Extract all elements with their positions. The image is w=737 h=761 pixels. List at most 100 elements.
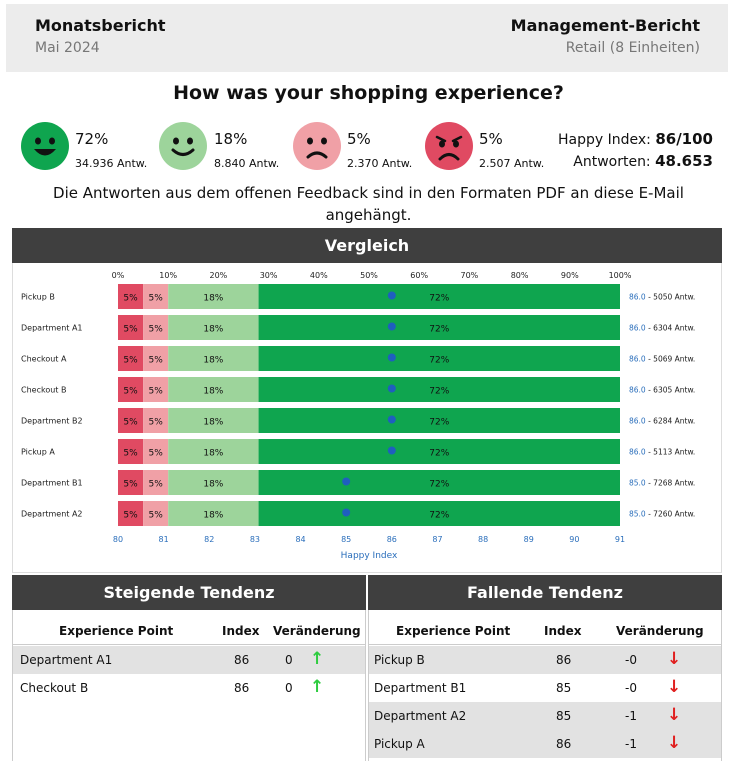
very-happy-percent: 72% (75, 130, 109, 148)
bottom-axis-tick-label: 80 (113, 535, 123, 544)
happy-index-value: 86/100 (655, 130, 713, 148)
answers-label: Antworten: (573, 154, 651, 170)
category-label: Checkout A (21, 355, 67, 364)
bottom-axis-tick-label: 89 (524, 535, 534, 544)
data-label: 18% (203, 387, 223, 397)
report-header: Monatsbericht Mai 2024 Management-Berich… (6, 4, 728, 72)
data-label: 5% (123, 325, 138, 335)
answers-value: 48.653 (655, 152, 713, 170)
rising-col-index: Index (222, 624, 260, 638)
data-label: 5% (149, 294, 164, 304)
bar-segment (143, 377, 169, 402)
data-label: 5% (123, 294, 138, 304)
bottom-axis-tick-label: 84 (295, 535, 305, 544)
data-label: 5% (123, 449, 138, 459)
sad-face-icon (293, 122, 341, 170)
row-index: 86 (234, 653, 250, 667)
row-change: -1 (625, 737, 637, 751)
data-label: 5% (123, 387, 138, 397)
falling-table: Experience Point Index Veränderung Picku… (368, 610, 722, 761)
rising-col-change: Veränderung (273, 624, 361, 638)
data-label: 5% (123, 480, 138, 490)
survey-question: How was your shopping experience? (173, 82, 564, 104)
data-label: 5% (149, 511, 164, 521)
bottom-axis-tick-label: 82 (204, 535, 214, 544)
row-index: 85 (556, 709, 572, 723)
data-label: 72% (429, 418, 449, 428)
bar-segment (258, 377, 620, 402)
top-axis-tick-label: 30% (260, 271, 278, 280)
index-value-label: 85.0 (629, 479, 648, 488)
bar-segment (168, 439, 259, 464)
data-label: 18% (203, 325, 223, 335)
bar-segment (118, 346, 144, 371)
index-value-label: 86.0 (629, 417, 648, 426)
bar-segment (168, 501, 259, 526)
index-answers-label: 86.0 - 5069 Antw. (629, 355, 695, 364)
bar-segment (258, 501, 620, 526)
row-index: 86 (556, 653, 572, 667)
very-sad-count: 2.507 Antw. (479, 157, 545, 170)
bar-segment (168, 408, 259, 433)
index-answers-label: 85.0 - 7268 Antw. (629, 479, 695, 488)
report-type: Management-Bericht (510, 16, 700, 35)
bottom-axis-tick-label: 83 (250, 535, 260, 544)
row-index: 85 (556, 681, 572, 695)
data-label: 72% (429, 294, 449, 304)
answers-count-label: - 6284 Antw. (648, 417, 695, 426)
data-label: 5% (149, 480, 164, 490)
bottom-axis-tick-label: 91 (615, 535, 625, 544)
data-label: 18% (203, 356, 223, 366)
data-label: 5% (123, 418, 138, 428)
comparison-chart-svg: 0% 10% 20% 30% 40% 50% 60% 70% 80% 90% 100% Pickup … (21, 271, 695, 561)
row-name: Pickup B (374, 653, 425, 667)
bar-segment (258, 284, 620, 309)
happy-index-label: Happy Index: (558, 132, 651, 148)
bottom-axis-tick-label: 86 (387, 535, 397, 544)
bottom-axis-tick-label: 88 (478, 535, 488, 544)
bar-segment (118, 439, 144, 464)
falling-table-header: Experience Point Index Veränderung (369, 610, 721, 645)
answers-count-label: - 7260 Antw. (648, 510, 695, 519)
data-label: 18% (203, 418, 223, 428)
data-label: 5% (149, 356, 164, 366)
index-answers-label: 86.0 - 6284 Antw. (629, 417, 695, 426)
table-row: Department A1 86 0 ↑ (13, 646, 365, 674)
row-index: 86 (556, 737, 572, 751)
index-value-label: 86.0 (629, 324, 648, 333)
index-answers-label: 86.0 - 5113 Antw. (629, 448, 695, 457)
index-value-label: 86.0 (629, 386, 648, 395)
data-label: 5% (149, 418, 164, 428)
bar-segment (168, 284, 259, 309)
answers-summary: Antworten: 48.653 (573, 152, 713, 170)
answers-count-label: - 6305 Antw. (648, 386, 695, 395)
falling-title: Fallende Tendenz (368, 575, 722, 610)
happy-face-icon (159, 122, 207, 170)
rising-col-experience: Experience Point (59, 624, 174, 638)
top-axis-tick-label: 10% (159, 271, 177, 280)
very-happy-count: 34.936 Antw. (75, 157, 148, 170)
index-marker (387, 384, 396, 393)
row-name: Checkout B (20, 681, 89, 695)
answers-count-label: - 6304 Antw. (648, 324, 695, 333)
bar-segment (143, 408, 169, 433)
bar-segment (143, 346, 169, 371)
top-axis-tick-label: 20% (210, 271, 228, 280)
row-name: Department A2 (374, 709, 467, 723)
row-change: -0 (625, 653, 637, 667)
index-marker (387, 291, 396, 300)
sad-count: 2.370 Antw. (347, 157, 413, 170)
arrow-down-icon: ↓ (667, 677, 682, 697)
bar-segment (258, 408, 620, 433)
top-axis-tick-label: 70% (461, 271, 479, 280)
table-row: Checkout B 86 0 ↑ (13, 674, 365, 702)
data-label: 18% (203, 480, 223, 490)
data-label: 5% (123, 356, 138, 366)
table-row: Pickup A 86 -1 ↓ (369, 730, 721, 758)
top-axis-tick-label: 50% (360, 271, 378, 280)
bottom-axis-tick-label: 90 (569, 535, 579, 544)
table-row: Department A2 85 -1 ↓ (369, 702, 721, 730)
row-change: 0 (285, 653, 293, 667)
top-axis-tick-label: 0% (112, 271, 125, 280)
answers-count-label: - 5113 Antw. (648, 448, 695, 457)
